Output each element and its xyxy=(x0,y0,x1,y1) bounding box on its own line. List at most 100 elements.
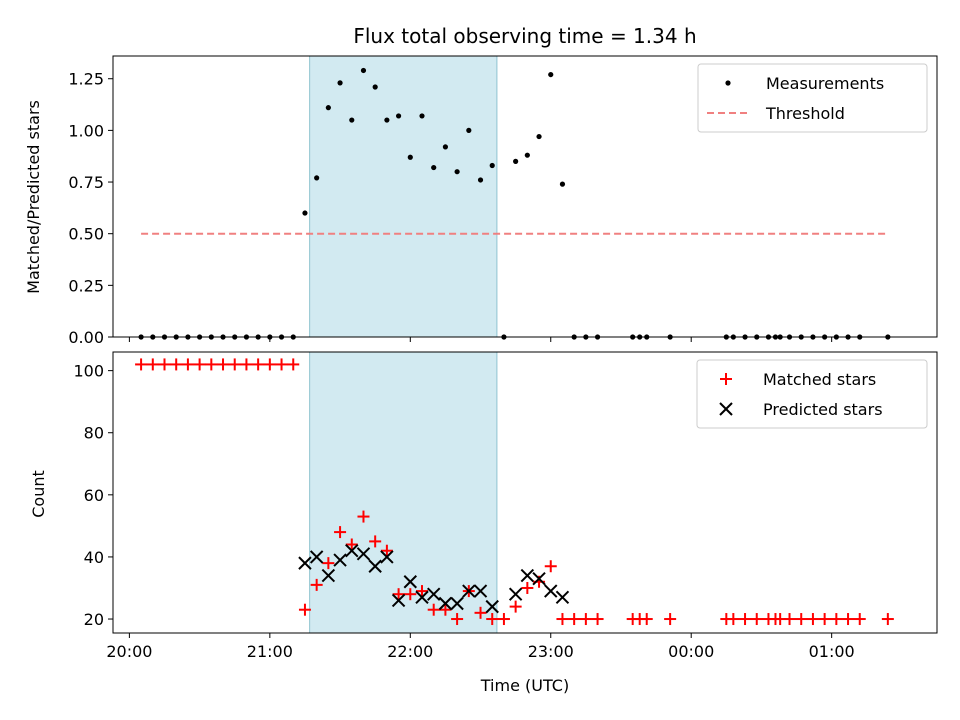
measurement-point xyxy=(524,152,530,158)
matched-star-point xyxy=(228,358,241,371)
predicted-star-point xyxy=(462,584,476,598)
matched-star-point xyxy=(795,613,808,626)
matched-star-point xyxy=(252,358,265,371)
top-panel-content xyxy=(138,55,891,340)
matched-star-point xyxy=(591,613,604,626)
matched-star-point xyxy=(474,606,487,619)
bottom-panel-content xyxy=(135,351,894,634)
predicted-star-point xyxy=(380,550,394,564)
top-panel-title: Flux total observing time = 1.34 h xyxy=(353,24,696,48)
bottom-panel-ylabel: Count xyxy=(29,470,48,518)
matched-star-point xyxy=(853,613,866,626)
measurement-point xyxy=(395,113,402,119)
matched-star-point xyxy=(521,581,534,594)
matched-star-point xyxy=(287,358,300,371)
matched-star-point xyxy=(135,358,148,371)
predicted-star-point xyxy=(309,550,324,564)
predicted-star-point xyxy=(356,547,371,561)
matched-star-point xyxy=(298,603,311,616)
measurement-point xyxy=(536,133,542,140)
measurement-point xyxy=(302,210,308,216)
matched-star-point xyxy=(568,613,581,626)
matched-star-point xyxy=(881,613,894,626)
predicted-star-point xyxy=(391,593,406,608)
predicted-star-point xyxy=(520,568,535,583)
matched-star-point xyxy=(750,613,763,626)
matched-star-point xyxy=(739,613,752,626)
measurement-point xyxy=(419,113,425,119)
predicted-star-point xyxy=(368,559,382,573)
matched-star-point xyxy=(345,538,358,551)
predicted-star-point xyxy=(473,584,488,598)
bottom-panel-frame xyxy=(112,351,938,634)
matched-star-point xyxy=(806,613,819,626)
measurement-point xyxy=(372,84,378,90)
matched-star-point xyxy=(357,510,370,523)
measurement-point xyxy=(442,144,449,150)
matched-star-point xyxy=(783,613,796,626)
y-tick-label: 100 xyxy=(73,362,104,381)
matched-star-point xyxy=(544,560,557,573)
matched-star-point xyxy=(392,588,405,601)
measurement-point xyxy=(466,127,472,133)
y-tick-label: 20 xyxy=(84,610,104,629)
observing-window-shade xyxy=(309,351,498,634)
measurement-point xyxy=(360,67,367,74)
y-tick-label: 80 xyxy=(84,424,104,443)
x-tick-label: 21:00 xyxy=(247,642,293,661)
measurement-point xyxy=(337,80,343,86)
matched-star-point xyxy=(146,358,159,371)
predicted-star-point xyxy=(438,596,453,611)
x-tick-label: 01:00 xyxy=(809,642,855,661)
measurement-point xyxy=(431,164,437,171)
predicted-star-point xyxy=(298,556,312,570)
predicted-star-point xyxy=(426,587,441,601)
predicted-star-point xyxy=(508,587,523,601)
predicted-star-point xyxy=(532,571,546,586)
measurement-point xyxy=(384,117,390,123)
y-tick-label: 1.25 xyxy=(68,70,104,89)
x-tick-label: 23:00 xyxy=(528,642,574,661)
matched-star-point xyxy=(727,613,740,626)
legend-label-measurements: Measurements xyxy=(766,74,884,93)
matched-star-point xyxy=(404,588,417,601)
bottom-legend: Matched stars Predicted stars xyxy=(696,359,928,429)
matched-star-point xyxy=(509,600,522,613)
x-tick-label: 22:00 xyxy=(387,642,433,661)
top-panel-frame xyxy=(112,55,938,338)
top-legend-frame xyxy=(697,63,928,133)
predicted-star-point xyxy=(415,590,429,604)
predicted-star-point xyxy=(321,568,336,583)
matched-star-point xyxy=(486,613,499,626)
matched-star-point xyxy=(830,613,843,626)
predicted-star-point xyxy=(450,596,464,611)
legend-label-threshold: Threshold xyxy=(765,104,845,123)
predicted-star-point xyxy=(403,575,418,589)
matched-star-point xyxy=(640,613,653,626)
predicted-star-point xyxy=(555,590,570,604)
matched-star-point xyxy=(334,526,347,539)
matched-star-point xyxy=(556,613,569,626)
x-tick-label: 20:00 xyxy=(106,642,152,661)
predicted-star-point xyxy=(544,584,558,598)
measurement-point xyxy=(454,169,460,175)
matched-star-point xyxy=(427,603,440,616)
y-tick-label: 1.00 xyxy=(68,121,104,140)
matched-star-point xyxy=(579,613,592,626)
legend-marker-measurements xyxy=(725,80,731,86)
matched-star-point xyxy=(497,613,510,626)
top-panel: Flux total observing time = 1.34 h Match… xyxy=(24,24,938,347)
matched-star-point xyxy=(451,613,464,626)
matched-star-point xyxy=(842,613,855,626)
matched-star-point xyxy=(240,358,253,371)
predicted-star-point xyxy=(333,553,347,567)
y-tick-label: 0.75 xyxy=(68,173,104,192)
measurement-point xyxy=(548,71,554,78)
bottom-panel-axes: 20 40 60 80 100 20:00 21:00 22:00 23:00 00:00 01:0… xyxy=(73,362,854,661)
matched-star-point xyxy=(193,358,206,371)
matched-star-point xyxy=(170,358,183,371)
measurement-point xyxy=(314,175,320,181)
measurement-point xyxy=(559,181,566,187)
matched-star-point xyxy=(310,578,323,591)
bottom-legend-frame xyxy=(696,359,928,429)
